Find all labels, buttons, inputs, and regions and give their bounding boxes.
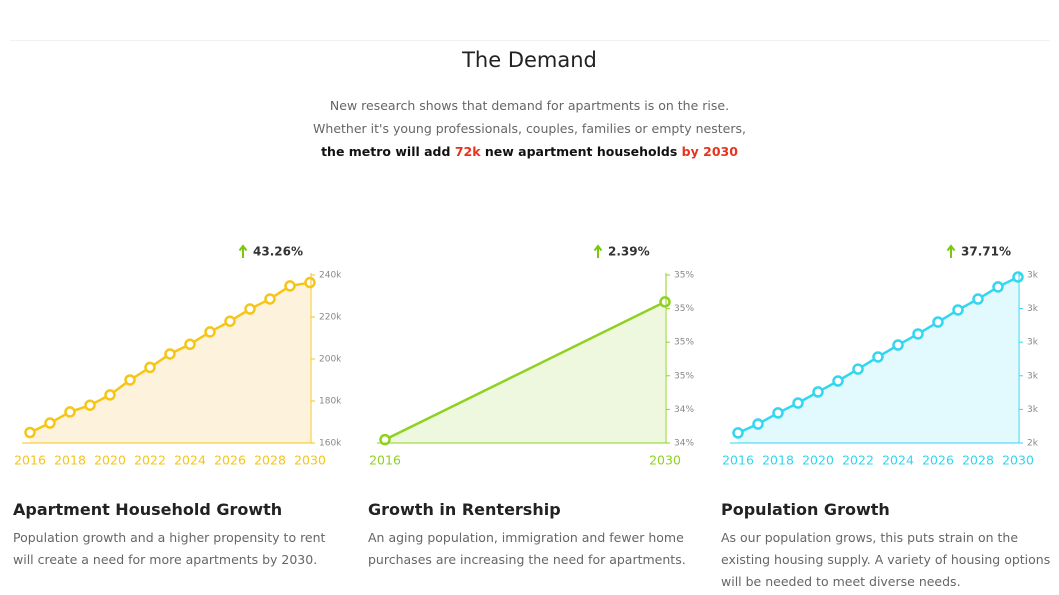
chart-title: Growth in Rentership xyxy=(368,500,561,519)
y-tick-label: 2k xyxy=(1027,439,1039,449)
marker xyxy=(64,406,76,418)
x-tick-label: 2022 xyxy=(134,453,166,468)
y-tick-label: 34% xyxy=(674,405,694,415)
chart-title: Population Growth xyxy=(721,500,890,519)
highlight-text: new apartment households xyxy=(480,144,682,159)
marker xyxy=(772,407,784,419)
marker xyxy=(932,316,944,328)
marker xyxy=(124,374,136,386)
marker xyxy=(144,361,156,374)
chart-title: Apartment Household Growth xyxy=(13,500,283,519)
marker xyxy=(872,351,884,363)
growth-annotation: 2.39% xyxy=(608,245,650,259)
x-tick-label: 2016 xyxy=(14,453,46,468)
marker xyxy=(284,280,296,292)
y-tick-label: 220k xyxy=(319,313,342,323)
marker xyxy=(792,397,804,409)
y-tick-label: 200k xyxy=(319,355,342,365)
marker xyxy=(952,304,964,316)
marker xyxy=(732,427,744,439)
intro-line: New research shows that demand for apart… xyxy=(329,98,730,113)
y-tick-label: 34% xyxy=(674,439,694,449)
frame xyxy=(10,40,1050,595)
x-tick-label: 2026 xyxy=(214,453,246,468)
x-tick-label: 2018 xyxy=(762,453,794,468)
y-tick-label: 3k xyxy=(1027,338,1039,348)
marker xyxy=(264,293,276,305)
x-tick-label: 2016 xyxy=(369,453,401,468)
marker xyxy=(44,417,56,429)
y-tick-label: 240k xyxy=(319,271,342,281)
marker xyxy=(304,276,316,289)
x-tick-label: 2018 xyxy=(54,453,86,468)
chart-description: Population growth and a higher propensit… xyxy=(13,530,326,567)
x-tick-label: 2024 xyxy=(174,453,206,468)
x-tick-label: 2028 xyxy=(962,453,994,468)
x-tick-label: 2030 xyxy=(294,453,326,468)
page-title: The Demand xyxy=(462,48,597,72)
growth-annotation: 43.26% xyxy=(253,245,303,259)
up-arrow xyxy=(946,244,956,258)
y-tick-label: 35% xyxy=(674,271,694,281)
marker xyxy=(832,375,844,387)
y-tick-label: 35% xyxy=(674,371,694,381)
x-tick-label: 2020 xyxy=(802,453,834,468)
line xyxy=(384,300,666,441)
chart-card: 34% 34% 35% 35% 35% 35% 2016 2030 2.39% Growth in… xyxy=(363,240,708,571)
marker xyxy=(104,389,116,401)
marker xyxy=(972,293,984,305)
marker xyxy=(224,315,236,327)
up-arrow xyxy=(593,244,603,258)
marker xyxy=(184,338,196,351)
marker xyxy=(752,418,764,430)
highlight-text: the metro will add xyxy=(321,144,455,159)
y-tick-label: 3k xyxy=(1027,271,1039,281)
chart: 34% 34% 35% 35% 35% 35% 2016 2030 2.39% xyxy=(369,244,694,468)
y-tick-label: 180k xyxy=(319,397,342,407)
chart: 2k 3k 3k 3k 3k 3k 2016 2018 2020 2022 2024 2026 2028… xyxy=(722,244,1039,468)
chart: 160k 180k 200k 220k 240k 2016 2018 2020 2022 2024… xyxy=(14,244,342,468)
marker xyxy=(812,386,824,398)
chart-card: 160k 180k 200k 220k 240k 2016 2018 2020 2022 2024… xyxy=(8,240,353,571)
highlight-number: 72k xyxy=(454,144,481,159)
marker xyxy=(659,296,671,308)
chart-card: 2k 3k 3k 3k 3k 3k 2016 2018 2020 2022 2024 2026 2028… xyxy=(716,240,1059,593)
highlight: the metro will add 72k new apartment hou… xyxy=(0,144,1059,159)
y-tick-label: 160k xyxy=(319,439,342,449)
y-tick-label: 3k xyxy=(1027,405,1039,415)
marker xyxy=(244,303,256,315)
highlight-year: by 2030 xyxy=(681,144,738,159)
marker xyxy=(164,348,176,360)
marker xyxy=(1012,271,1024,283)
area xyxy=(30,282,310,443)
marker xyxy=(892,339,904,351)
marker xyxy=(852,363,864,375)
x-tick-label: 2024 xyxy=(882,453,914,468)
marker xyxy=(379,433,391,446)
y-tick-label: 3k xyxy=(1027,371,1039,381)
x-tick-label: 2026 xyxy=(922,453,954,468)
x-tick-label: 2020 xyxy=(94,453,126,468)
marker xyxy=(84,399,96,411)
x-tick-label: 2030 xyxy=(1002,453,1034,468)
intro-line: Whether it's young professionals, couple… xyxy=(313,121,746,136)
x-tick-label: 2028 xyxy=(254,453,286,468)
y-tick-label: 35% xyxy=(674,304,694,314)
growth-annotation: 37.71% xyxy=(961,245,1011,259)
marker xyxy=(204,326,216,338)
chart-description: As our population grows, this puts strai… xyxy=(721,530,1051,589)
marker xyxy=(24,426,36,439)
y-tick-label: 3k xyxy=(1027,304,1039,314)
up-arrow xyxy=(238,244,248,258)
y-tick-label: 35% xyxy=(674,338,694,348)
x-tick-label: 2030 xyxy=(649,453,681,468)
chart-description: An aging population, immigration and few… xyxy=(368,530,686,567)
x-tick-label: 2016 xyxy=(722,453,754,468)
marker xyxy=(912,328,924,340)
marker xyxy=(992,281,1004,293)
x-tick-label: 2022 xyxy=(842,453,874,468)
